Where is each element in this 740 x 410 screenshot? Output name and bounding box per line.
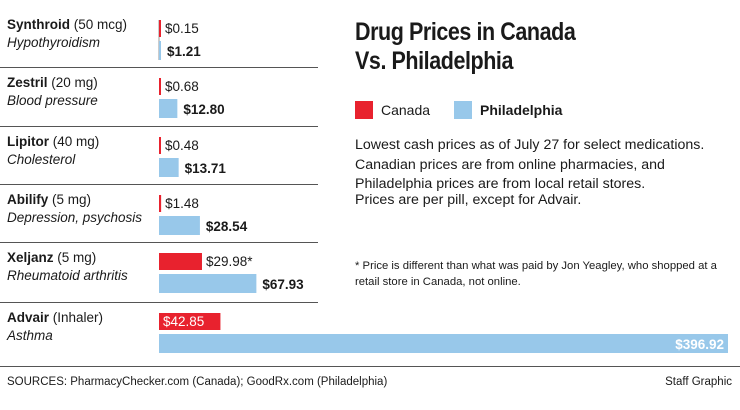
value-label-philadelphia-abilify: $28.54 xyxy=(206,219,248,234)
value-label-philadelphia-synthroid: $1.21 xyxy=(167,44,201,59)
bar-canada-lipitor xyxy=(159,137,161,154)
title-line-1: Drug Prices in Canada xyxy=(355,18,576,46)
bar-philadelphia-xeljanz xyxy=(159,274,257,293)
bar-philadelphia-synthroid xyxy=(159,41,161,60)
value-label-canada-lipitor: $0.48 xyxy=(165,138,199,153)
value-label-canada-zestril: $0.68 xyxy=(165,79,199,94)
drug-label-abilify: Abilify (5 mg) Depression, psychosis xyxy=(7,191,142,227)
per-pill-note: Prices are per pill, except for Advair. xyxy=(355,192,582,208)
row-divider xyxy=(0,302,318,303)
drug-condition: Asthma xyxy=(7,328,53,343)
drug-label-lipitor: Lipitor (40 mg) Cholesterol xyxy=(7,133,99,169)
row-divider xyxy=(0,67,318,68)
value-label-philadelphia-xeljanz: $67.93 xyxy=(262,277,304,292)
value-label-canada-synthroid: $0.15 xyxy=(165,21,199,36)
value-label-philadelphia-zestril: $12.80 xyxy=(183,102,224,117)
chart-description: Lowest cash prices as of July 27 for sel… xyxy=(355,137,705,192)
drug-label-xeljanz: Xeljanz (5 mg) Rheumatoid arthritis xyxy=(7,249,128,285)
sources-line: SOURCES: PharmacyChecker.com (Canada); G… xyxy=(7,376,388,388)
canada-legend-label: Canada xyxy=(381,102,431,118)
drug-label-advair: Advair (Inhaler) Asthma xyxy=(7,309,103,345)
legend-canada: Canada xyxy=(355,101,430,119)
drug-condition: Cholesterol xyxy=(7,152,76,167)
drug-name: Synthroid xyxy=(7,17,70,32)
drug-condition: Hypothyroidism xyxy=(7,35,101,50)
drug-condition: Depression, psychosis xyxy=(7,210,143,225)
chart-title: Drug Prices in Canada Vs. Philadelphia xyxy=(355,18,576,76)
drug-name: Advair xyxy=(7,310,50,325)
drug-dose: (5 mg) xyxy=(48,192,92,207)
bar-canada-abilify xyxy=(159,195,162,212)
bar-canada-synthroid xyxy=(159,20,161,37)
price-bar-chart: $0.15 $1.21 $0.68 $12.80 $0.48 $13.71 $1.48 $28… xyxy=(158,20,728,353)
bar-philadelphia-abilify xyxy=(159,216,200,235)
footnote: * Price is different than what was paid … xyxy=(355,260,717,288)
bar-canada-xeljanz xyxy=(159,253,202,270)
legend-philadelphia: Philadelphia xyxy=(454,101,562,119)
bar-canada-zestril xyxy=(159,78,161,95)
drug-label-synthroid: Synthroid (50 mcg) Hypothyroidism xyxy=(7,16,127,52)
drug-dose: (Inhaler) xyxy=(49,310,104,325)
drug-name: Zestril xyxy=(7,75,48,90)
value-label-philadelphia-lipitor: $13.71 xyxy=(185,161,227,176)
staff-credit: Staff Graphic xyxy=(665,376,732,388)
value-label-canada-advair: $42.85 xyxy=(163,314,204,329)
footer-divider xyxy=(0,366,740,367)
row-divider xyxy=(0,242,318,243)
row-divider xyxy=(0,126,318,127)
bar-philadelphia-zestril xyxy=(159,99,178,118)
drug-condition: Blood pressure xyxy=(7,93,98,108)
drug-dose: (50 mcg) xyxy=(70,17,128,32)
drug-name: Lipitor xyxy=(7,134,49,149)
value-label-canada-abilify: $1.48 xyxy=(165,196,199,211)
drug-dose: (5 mg) xyxy=(53,250,97,265)
drug-dose: (20 mg) xyxy=(47,75,98,90)
bar-philadelphia-lipitor xyxy=(159,158,179,177)
row-divider xyxy=(0,184,318,185)
philadelphia-legend-label: Philadelphia xyxy=(480,102,563,118)
philadelphia-swatch xyxy=(454,101,472,119)
value-label-philadelphia-advair: $396.92 xyxy=(675,337,724,352)
canada-swatch xyxy=(355,101,373,119)
value-label-canada-xeljanz: $29.98* xyxy=(206,254,253,269)
drug-name: Abilify xyxy=(7,192,49,207)
drug-label-zestril: Zestril (20 mg) Blood pressure xyxy=(7,74,98,110)
drug-dose: (40 mg) xyxy=(49,134,100,149)
drug-condition: Rheumatoid arthritis xyxy=(7,268,128,283)
bar-canada-advair xyxy=(159,313,221,330)
title-line-2: Vs. Philadelphia xyxy=(355,47,514,75)
bar-philadelphia-advair xyxy=(159,334,728,353)
drug-name: Xeljanz xyxy=(7,250,54,265)
